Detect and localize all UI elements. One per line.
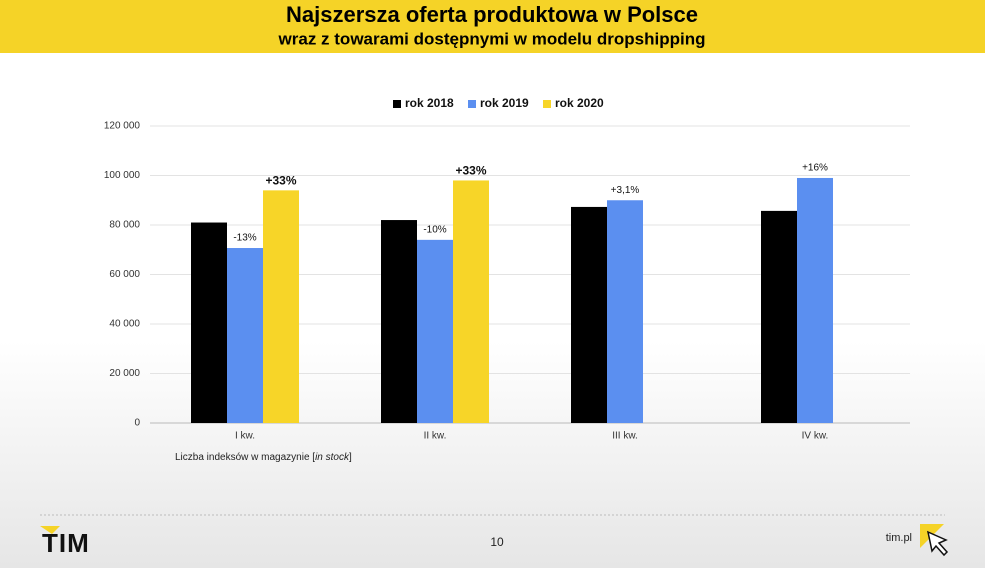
- note-part: Liczba indeksów w magazynie [: [175, 452, 315, 463]
- y-tick-label: 80 000: [109, 220, 140, 231]
- logo: TIM: [42, 528, 90, 558]
- y-tick-label: 60 000: [109, 269, 140, 280]
- legend-swatch: [393, 100, 401, 108]
- note-part: in stock: [315, 452, 350, 463]
- page-number: 10: [490, 535, 504, 549]
- chart-subtitle: wraz z towarami dostępnymi w modelu drop…: [278, 29, 706, 48]
- annotation: +16%: [802, 163, 828, 174]
- note-part: ]: [349, 452, 352, 463]
- bar: [191, 222, 227, 423]
- bar: [417, 239, 453, 423]
- bar: [453, 180, 489, 423]
- x-tick-label: IV kw.: [802, 431, 829, 442]
- y-tick-label: 120 000: [104, 121, 141, 132]
- y-tick-label: 20 000: [109, 368, 140, 379]
- y-tick-label: 0: [134, 418, 140, 429]
- y-tick-label: 100 000: [104, 170, 141, 181]
- bar: [381, 220, 417, 423]
- y-tick-label: 40 000: [109, 319, 140, 330]
- header-band: [0, 0, 985, 53]
- chart-title: Najszersza oferta produktowa w Polsce: [286, 2, 698, 27]
- annotation: +3,1%: [611, 185, 640, 196]
- bar: [797, 177, 833, 423]
- annotation: +33%: [455, 164, 486, 178]
- site: tim.pl: [886, 532, 912, 544]
- bar: [761, 210, 797, 423]
- annotation: +33%: [265, 174, 296, 188]
- legend-swatch: [543, 100, 551, 108]
- legend-swatch: [468, 100, 476, 108]
- bar: [227, 248, 263, 423]
- annotation: -10%: [423, 224, 446, 235]
- bar: [571, 206, 607, 423]
- x-tick-label: II kw.: [424, 431, 447, 442]
- bar: [607, 200, 643, 423]
- annotation: -13%: [233, 233, 256, 244]
- cursor-icon: [926, 530, 949, 557]
- legend-label: rok 2019: [480, 96, 529, 110]
- x-tick-label: I kw.: [235, 431, 255, 442]
- logo-mark: [40, 526, 60, 534]
- bar: [263, 190, 299, 423]
- note: Liczba indeksów w magazynie [in stock]: [175, 452, 352, 463]
- x-tick-label: III kw.: [612, 431, 638, 442]
- legend-label: rok 2018: [405, 96, 454, 110]
- legend-label: rok 2020: [555, 96, 604, 110]
